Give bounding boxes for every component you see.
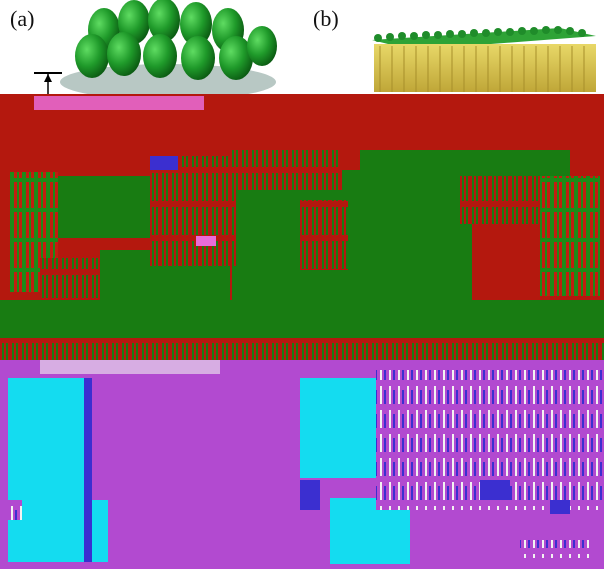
disc [143,34,177,78]
disc-array [75,0,277,80]
disc [181,36,215,80]
disc [148,0,180,42]
lipid-tails [374,44,596,92]
base-plate [60,64,276,100]
disc [247,26,277,66]
disc [107,32,141,76]
panel-b-graphic [372,26,596,92]
disc [180,2,212,46]
substrate-region [0,94,604,360]
lipid-heads [374,26,586,42]
panel-a-label: (a) [10,6,35,31]
disc [75,34,109,78]
panel-b-label: (b) [313,6,339,31]
panel-a-graphic [34,0,277,100]
disc [219,36,253,80]
lower-block-region [0,360,604,569]
